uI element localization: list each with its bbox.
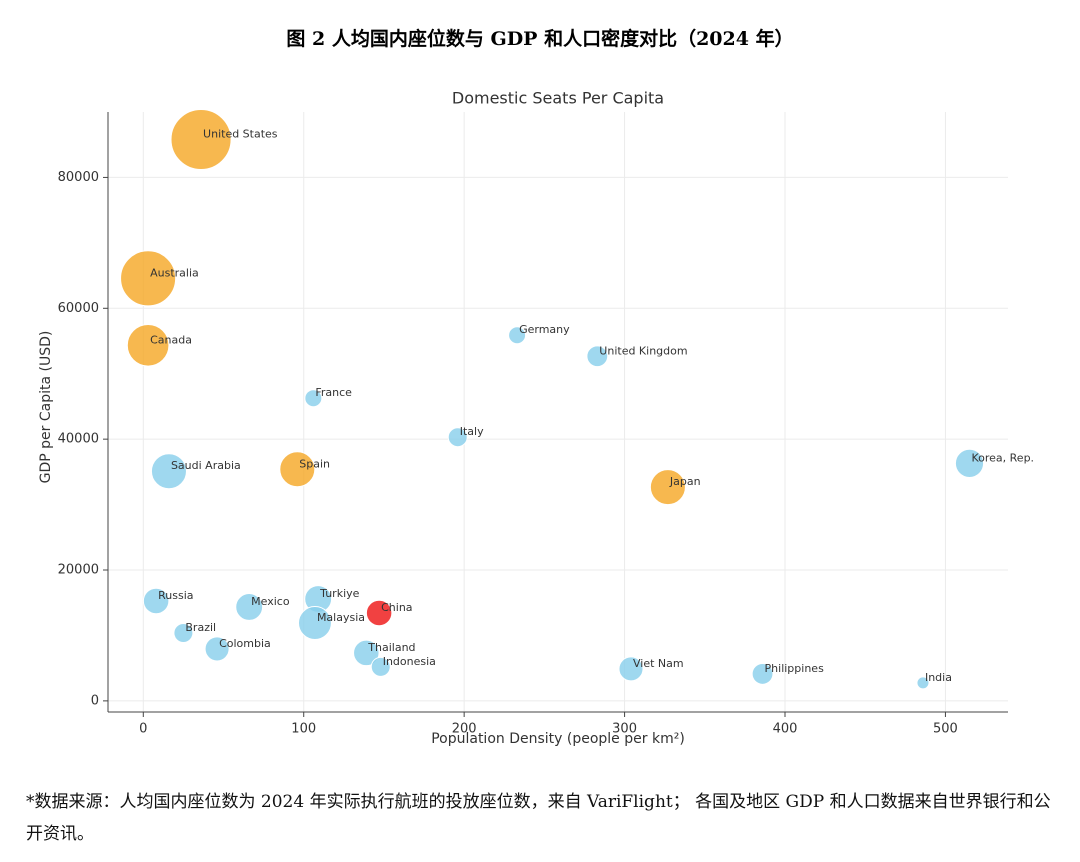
bubble-label: Turkiye (319, 587, 359, 600)
bubble-label: Colombia (219, 637, 271, 650)
bubble (120, 250, 177, 307)
bubble (586, 345, 609, 368)
y-tick-label: 60000 (58, 301, 99, 316)
bubble (297, 606, 332, 640)
bubble-label: Malaysia (317, 611, 365, 624)
bubble-label: Thailand (367, 641, 415, 654)
bubble-label: France (315, 386, 352, 399)
bubble-label: Brazil (185, 621, 216, 634)
x-tick-label: 400 (773, 722, 798, 737)
bubble (126, 323, 170, 367)
bubble-label: United Kingdom (599, 344, 687, 357)
figure-heading: 图 2 人均国内座位数与 GDP 和人口密度对比（2024 年） (286, 28, 794, 50)
bubble (618, 656, 644, 682)
bubble (353, 639, 380, 667)
x-tick-label: 0 (139, 722, 147, 737)
footnote: *数据来源：人均国内座位数为 2024 年实际执行航班的投放座位数，来自 Var… (26, 792, 1051, 844)
bubble (447, 427, 468, 448)
chart: Domestic Seats Per Capita Population Den… (38, 89, 1034, 748)
bubble-label: Saudi Arabia (171, 459, 241, 472)
bubble (150, 453, 187, 490)
bubble-label: Russia (158, 589, 193, 602)
bubble-label: Indonesia (383, 655, 436, 668)
x-tick-label: 200 (452, 722, 477, 737)
y-tick-label: 20000 (58, 563, 99, 578)
chart-title: Domestic Seats Per Capita (452, 89, 664, 108)
bubble-label: China (381, 601, 412, 614)
bubble (304, 389, 323, 408)
bubble (751, 663, 774, 685)
x-axis-label: Population Density (people per km²) (431, 731, 685, 747)
y-axis-label: GDP per Capita (USD) (38, 331, 54, 484)
x-tick-label: 100 (291, 722, 316, 737)
bubble-label: Viet Nam (633, 657, 684, 670)
bubble-label: United States (203, 127, 278, 140)
bubble (173, 622, 194, 643)
bubble (235, 593, 264, 621)
bubble (365, 599, 393, 627)
y-tick-label: 0 (91, 693, 99, 708)
x-tick-label: 300 (612, 722, 637, 737)
bubble (170, 108, 232, 171)
bubble (370, 656, 391, 677)
bubble-label: Spain (299, 457, 330, 470)
bubble-label: Japan (669, 475, 701, 488)
bubble (279, 451, 316, 488)
bubble (142, 587, 170, 615)
y-tick-label: 80000 (58, 170, 99, 185)
bubble (954, 448, 985, 478)
bubble-label: Philippines (765, 662, 825, 675)
bubble-label: Italy (460, 425, 484, 438)
y-tick-label: 40000 (58, 432, 99, 447)
bubble-label: Australia (150, 266, 199, 279)
bubble-label: Mexico (251, 595, 290, 608)
bubble-label: Korea, Rep. (971, 451, 1034, 464)
bubble (508, 326, 527, 345)
bubble-label: Germany (519, 323, 570, 336)
x-tick-label: 500 (933, 722, 958, 737)
bubble (649, 469, 686, 506)
bubble-label: Canada (150, 333, 192, 346)
bubble (204, 636, 230, 662)
bubble (916, 676, 930, 690)
bubble-label: India (925, 671, 952, 684)
